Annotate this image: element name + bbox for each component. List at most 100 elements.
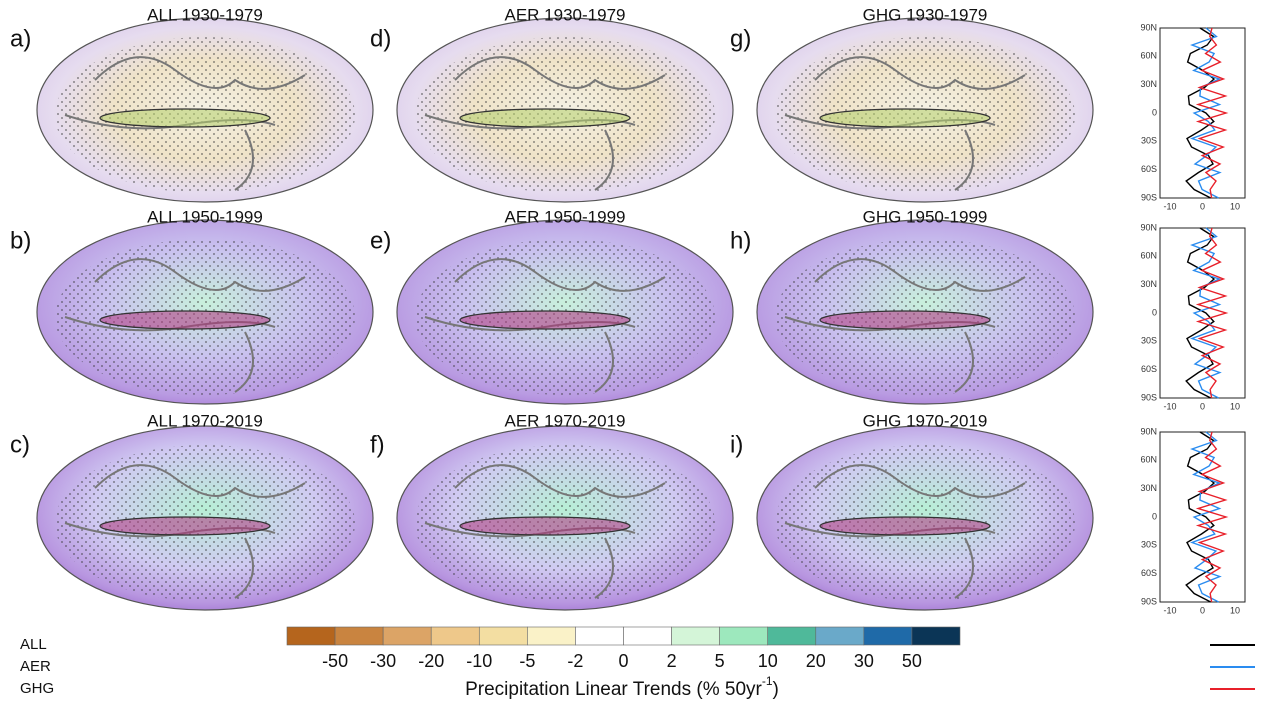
colorbar-swatch bbox=[768, 627, 816, 645]
panel-letter: e) bbox=[370, 227, 391, 254]
profile-lat-label: 0 bbox=[1152, 107, 1157, 117]
panel-letter: a) bbox=[10, 25, 31, 52]
profile-line bbox=[1186, 228, 1214, 398]
colorbar-swatch bbox=[624, 627, 672, 645]
panel-letter: b) bbox=[10, 227, 31, 254]
profile-line bbox=[1186, 28, 1214, 198]
profile-x-label: 0 bbox=[1200, 201, 1205, 211]
colorbar-label: Precipitation Linear Trends (% 50yr-1) bbox=[465, 674, 779, 700]
profile-frame bbox=[1160, 432, 1245, 602]
panel-letter: i) bbox=[730, 431, 743, 458]
panel-letter: c) bbox=[10, 431, 30, 458]
panel-title: AER 1930-1979 bbox=[505, 5, 626, 24]
colorbar-tick-label: 30 bbox=[854, 651, 874, 671]
profile-x-label: 0 bbox=[1200, 401, 1205, 411]
colorbar-swatch bbox=[816, 627, 864, 645]
colorbar-swatch bbox=[527, 627, 575, 645]
colorbar-swatch bbox=[912, 627, 960, 645]
itcz-contour bbox=[820, 311, 990, 329]
profile-lat-label: 90N bbox=[1140, 426, 1157, 436]
map-panel: ALL 1930-1979 a) bbox=[10, 5, 373, 202]
panel-title: AER 1950-1999 bbox=[505, 207, 626, 226]
panel-letter: f) bbox=[370, 431, 385, 458]
panel-letter: h) bbox=[730, 227, 751, 254]
profile-lat-label: 30N bbox=[1140, 79, 1157, 89]
profile-lat-label: 60S bbox=[1141, 568, 1157, 578]
map-panel: GHG 1930-1979 g) bbox=[730, 5, 1093, 202]
panel-title: AER 1970-2019 bbox=[505, 411, 626, 430]
profile-lat-label: 0 bbox=[1152, 511, 1157, 521]
profile-lat-label: 60N bbox=[1140, 251, 1157, 261]
panel-title: ALL 1950-1999 bbox=[147, 207, 263, 226]
profile-x-label: -10 bbox=[1163, 605, 1176, 615]
maps: ALL 1930-1979 a) ALL 1950-1999 b) ALL 1970-2… bbox=[10, 5, 1093, 610]
colorbar-tick-label: -20 bbox=[418, 651, 444, 671]
colorbar-tick-label: 5 bbox=[715, 651, 725, 671]
profile-lat-label: 60N bbox=[1140, 455, 1157, 465]
colorbar-swatch bbox=[720, 627, 768, 645]
colorbar-tick-label: 50 bbox=[902, 651, 922, 671]
profile-lat-label: 30S bbox=[1141, 540, 1157, 550]
map-panel: GHG 1950-1999 h) bbox=[730, 207, 1093, 404]
panel-title: GHG 1930-1979 bbox=[863, 5, 988, 24]
panel-title: ALL 1970-2019 bbox=[147, 411, 263, 430]
profile-lat-label: 90S bbox=[1141, 392, 1157, 402]
profile-lat-label: 90S bbox=[1141, 596, 1157, 606]
itcz-contour bbox=[460, 311, 630, 329]
profile-lat-label: 90S bbox=[1141, 192, 1157, 202]
colorbar-swatch bbox=[335, 627, 383, 645]
colorbar-swatch bbox=[287, 627, 335, 645]
profile-x-label: 10 bbox=[1230, 605, 1240, 615]
legend-label: AER bbox=[20, 658, 51, 675]
colorbar-tick-label: 2 bbox=[667, 651, 677, 671]
profile-lat-label: 30S bbox=[1141, 136, 1157, 146]
colorbar-tick-label: 0 bbox=[618, 651, 628, 671]
profile-x-label: 0 bbox=[1200, 605, 1205, 615]
colorbar-tick-label: 10 bbox=[758, 651, 778, 671]
colorbar-tick-label: -50 bbox=[322, 651, 348, 671]
profile-lat-label: 0 bbox=[1152, 307, 1157, 317]
profile-line bbox=[1198, 432, 1226, 602]
profile-x-label: 10 bbox=[1230, 201, 1240, 211]
colorbar-swatch bbox=[383, 627, 431, 645]
colorbar-swatch bbox=[431, 627, 479, 645]
panel-title: GHG 1950-1999 bbox=[863, 207, 988, 226]
profile-lat-label: 30N bbox=[1140, 279, 1157, 289]
label-end: ) bbox=[773, 679, 779, 700]
itcz-contour bbox=[460, 109, 630, 127]
colorbar-tick-label: -5 bbox=[519, 651, 535, 671]
legend-label: GHG bbox=[20, 680, 54, 697]
panel-title: ALL 1930-1979 bbox=[147, 5, 263, 24]
itcz-contour bbox=[100, 517, 270, 535]
colorbar-swatch bbox=[575, 627, 623, 645]
map-panel: ALL 1950-1999 b) bbox=[10, 207, 373, 404]
profile-line bbox=[1198, 228, 1226, 398]
map-panel: AER 1930-1979 d) bbox=[370, 5, 733, 202]
profile-frame bbox=[1160, 228, 1245, 398]
itcz-contour bbox=[460, 517, 630, 535]
profile-lat-label: 60N bbox=[1140, 51, 1157, 61]
profile-line bbox=[1186, 432, 1214, 602]
profile-x-label: 10 bbox=[1230, 401, 1240, 411]
colorbar-tick-label: -30 bbox=[370, 651, 396, 671]
profile-lat-label: 60S bbox=[1141, 164, 1157, 174]
itcz-contour bbox=[100, 311, 270, 329]
profile-line bbox=[1198, 28, 1226, 198]
colorbar-tick-label: -2 bbox=[567, 651, 583, 671]
label-text: Precipitation Linear Trends (% 50yr bbox=[465, 679, 762, 700]
map-panel: ALL 1970-2019 c) bbox=[10, 411, 373, 610]
profile-x-label: -10 bbox=[1163, 201, 1176, 211]
colorbar-swatch bbox=[864, 627, 912, 645]
map-panel: AER 1950-1999 e) bbox=[370, 207, 733, 404]
figure: ALL 1930-1979 a) ALL 1950-1999 b) ALL 1970-2… bbox=[0, 0, 1262, 704]
itcz-contour bbox=[820, 517, 990, 535]
profile-lat-label: 30N bbox=[1140, 483, 1157, 493]
itcz-contour bbox=[100, 109, 270, 127]
itcz-contour bbox=[820, 109, 990, 127]
panel-letter: g) bbox=[730, 25, 751, 52]
profile-frame bbox=[1160, 28, 1245, 198]
panel-letter: d) bbox=[370, 25, 391, 52]
